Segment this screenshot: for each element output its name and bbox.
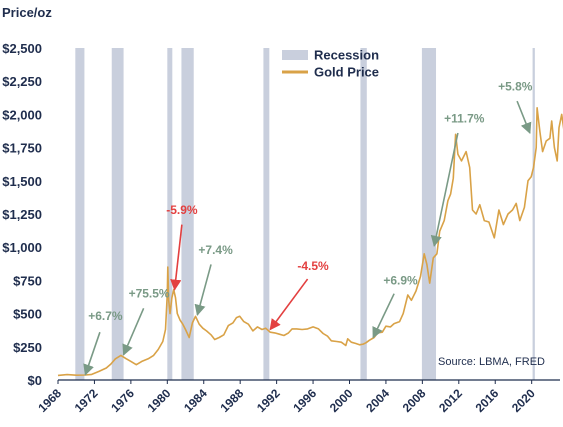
- recession-band-2: [167, 48, 173, 380]
- annotation-label: +7.4%: [198, 243, 233, 257]
- y-axis-label: Price/oz: [2, 5, 52, 20]
- annotation-label: +11.7%: [444, 111, 485, 125]
- annotation-arrow: [170, 224, 183, 291]
- recession-band-5: [360, 48, 367, 380]
- recession-band-4: [263, 48, 270, 380]
- legend-label: Gold Price: [314, 65, 379, 80]
- x-tick-labels: 1968 1972 1976 1980 1984 1988 1992 1996 2000 2004…: [35, 380, 538, 415]
- series-line-gold-price: [57, 107, 563, 377]
- y-tick-label: $0: [28, 373, 42, 388]
- recession-band-1: [111, 48, 124, 380]
- y-tick-label: $750: [13, 273, 42, 288]
- annotation-label: -5.9%: [166, 203, 198, 217]
- recession-band-0: [75, 48, 85, 380]
- y-tick-label: $2,000: [2, 107, 42, 122]
- y-tick-labels: $0 $250 $500 $750 $1,000 $1,250 $1,500 $1,750 $2…: [2, 41, 42, 388]
- x-tick-label: 1980: [145, 386, 174, 415]
- annotation-arrow: [430, 132, 459, 247]
- x-tick-label: 1996: [290, 386, 319, 415]
- recession-band-7: [532, 48, 535, 380]
- y-tick-label: $1,750: [2, 141, 42, 156]
- source-note: Source: LBMA, FRED: [438, 356, 545, 368]
- legend-label: Recession: [314, 48, 379, 63]
- y-tick-label: $500: [13, 307, 42, 322]
- x-tick-label: 2016: [473, 386, 502, 415]
- annotations: +6.7% +75.5% -5.9% +7.4% -4.5% +6.9% +11.7% +5.…: [83, 79, 533, 376]
- recession-bands: [75, 48, 535, 380]
- annotation-arrow: [194, 264, 212, 317]
- recession-band-6: [421, 48, 437, 380]
- annotation-label: +6.9%: [383, 273, 418, 287]
- annotation-label: +75.5%: [129, 287, 170, 301]
- x-tick-label: 2008: [400, 386, 429, 415]
- x-tick-label: 1972: [72, 386, 101, 415]
- annotation-label: +5.8%: [498, 79, 533, 93]
- annotation-arrow: [122, 307, 145, 356]
- y-tick-label: $250: [13, 340, 42, 355]
- annotation-label: -4.5%: [297, 259, 329, 273]
- x-tick-label: 2020: [509, 386, 538, 415]
- gold-price-series: [57, 107, 563, 377]
- annotation-label: +6.7%: [88, 309, 123, 323]
- y-tick-label: $2,250: [2, 74, 42, 89]
- x-tick-label: 2004: [363, 386, 392, 415]
- x-tick-label: 1984: [181, 386, 210, 415]
- x-tick-label: 1988: [218, 386, 247, 415]
- recession-band-3: [181, 48, 194, 380]
- x-tick-label: 1992: [254, 386, 283, 415]
- legend: Recession Gold Price: [282, 48, 379, 80]
- x-tick-label: 2000: [327, 386, 356, 415]
- annotation-arrow: [83, 331, 101, 376]
- y-tick-label: $1,000: [2, 240, 42, 255]
- y-tick-label: $2,500: [2, 41, 42, 56]
- y-tick-label: $1,500: [2, 174, 42, 189]
- x-tick-label: 2012: [436, 386, 465, 415]
- x-tick-label: 1968: [35, 386, 64, 415]
- legend-swatch-recession: [282, 50, 308, 60]
- annotation-arrow: [516, 100, 532, 135]
- annotation-arrow: [372, 293, 395, 339]
- y-tick-label: $1,250: [2, 207, 42, 222]
- annotation-arrow: [269, 278, 309, 331]
- x-tick-label: 1976: [108, 386, 137, 415]
